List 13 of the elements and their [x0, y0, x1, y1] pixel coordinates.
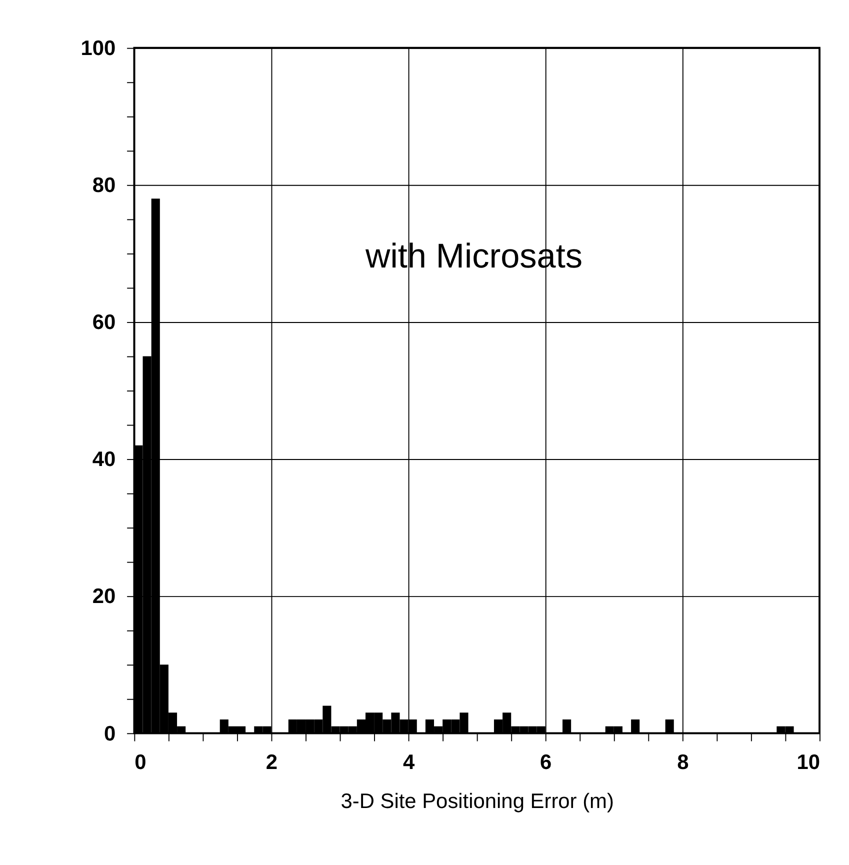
- y-tick-label: 100: [80, 37, 116, 60]
- y-tick-label: 20: [92, 585, 116, 608]
- x-tick-label: 2: [266, 750, 278, 774]
- y-tick-label: 40: [92, 448, 116, 472]
- x-tick-label: 8: [677, 750, 689, 774]
- y-tick-label: 80: [92, 174, 116, 198]
- y-tick-label: 0: [104, 722, 116, 746]
- y-tick-label: 60: [92, 311, 116, 334]
- x-tick-label: 0: [134, 750, 146, 774]
- x-tick-label: 10: [796, 750, 820, 774]
- x-axis-title: 3-D Site Positioning Error (m): [340, 790, 614, 813]
- x-tick-label: 4: [402, 750, 415, 774]
- x-tick-label: 6: [540, 750, 552, 774]
